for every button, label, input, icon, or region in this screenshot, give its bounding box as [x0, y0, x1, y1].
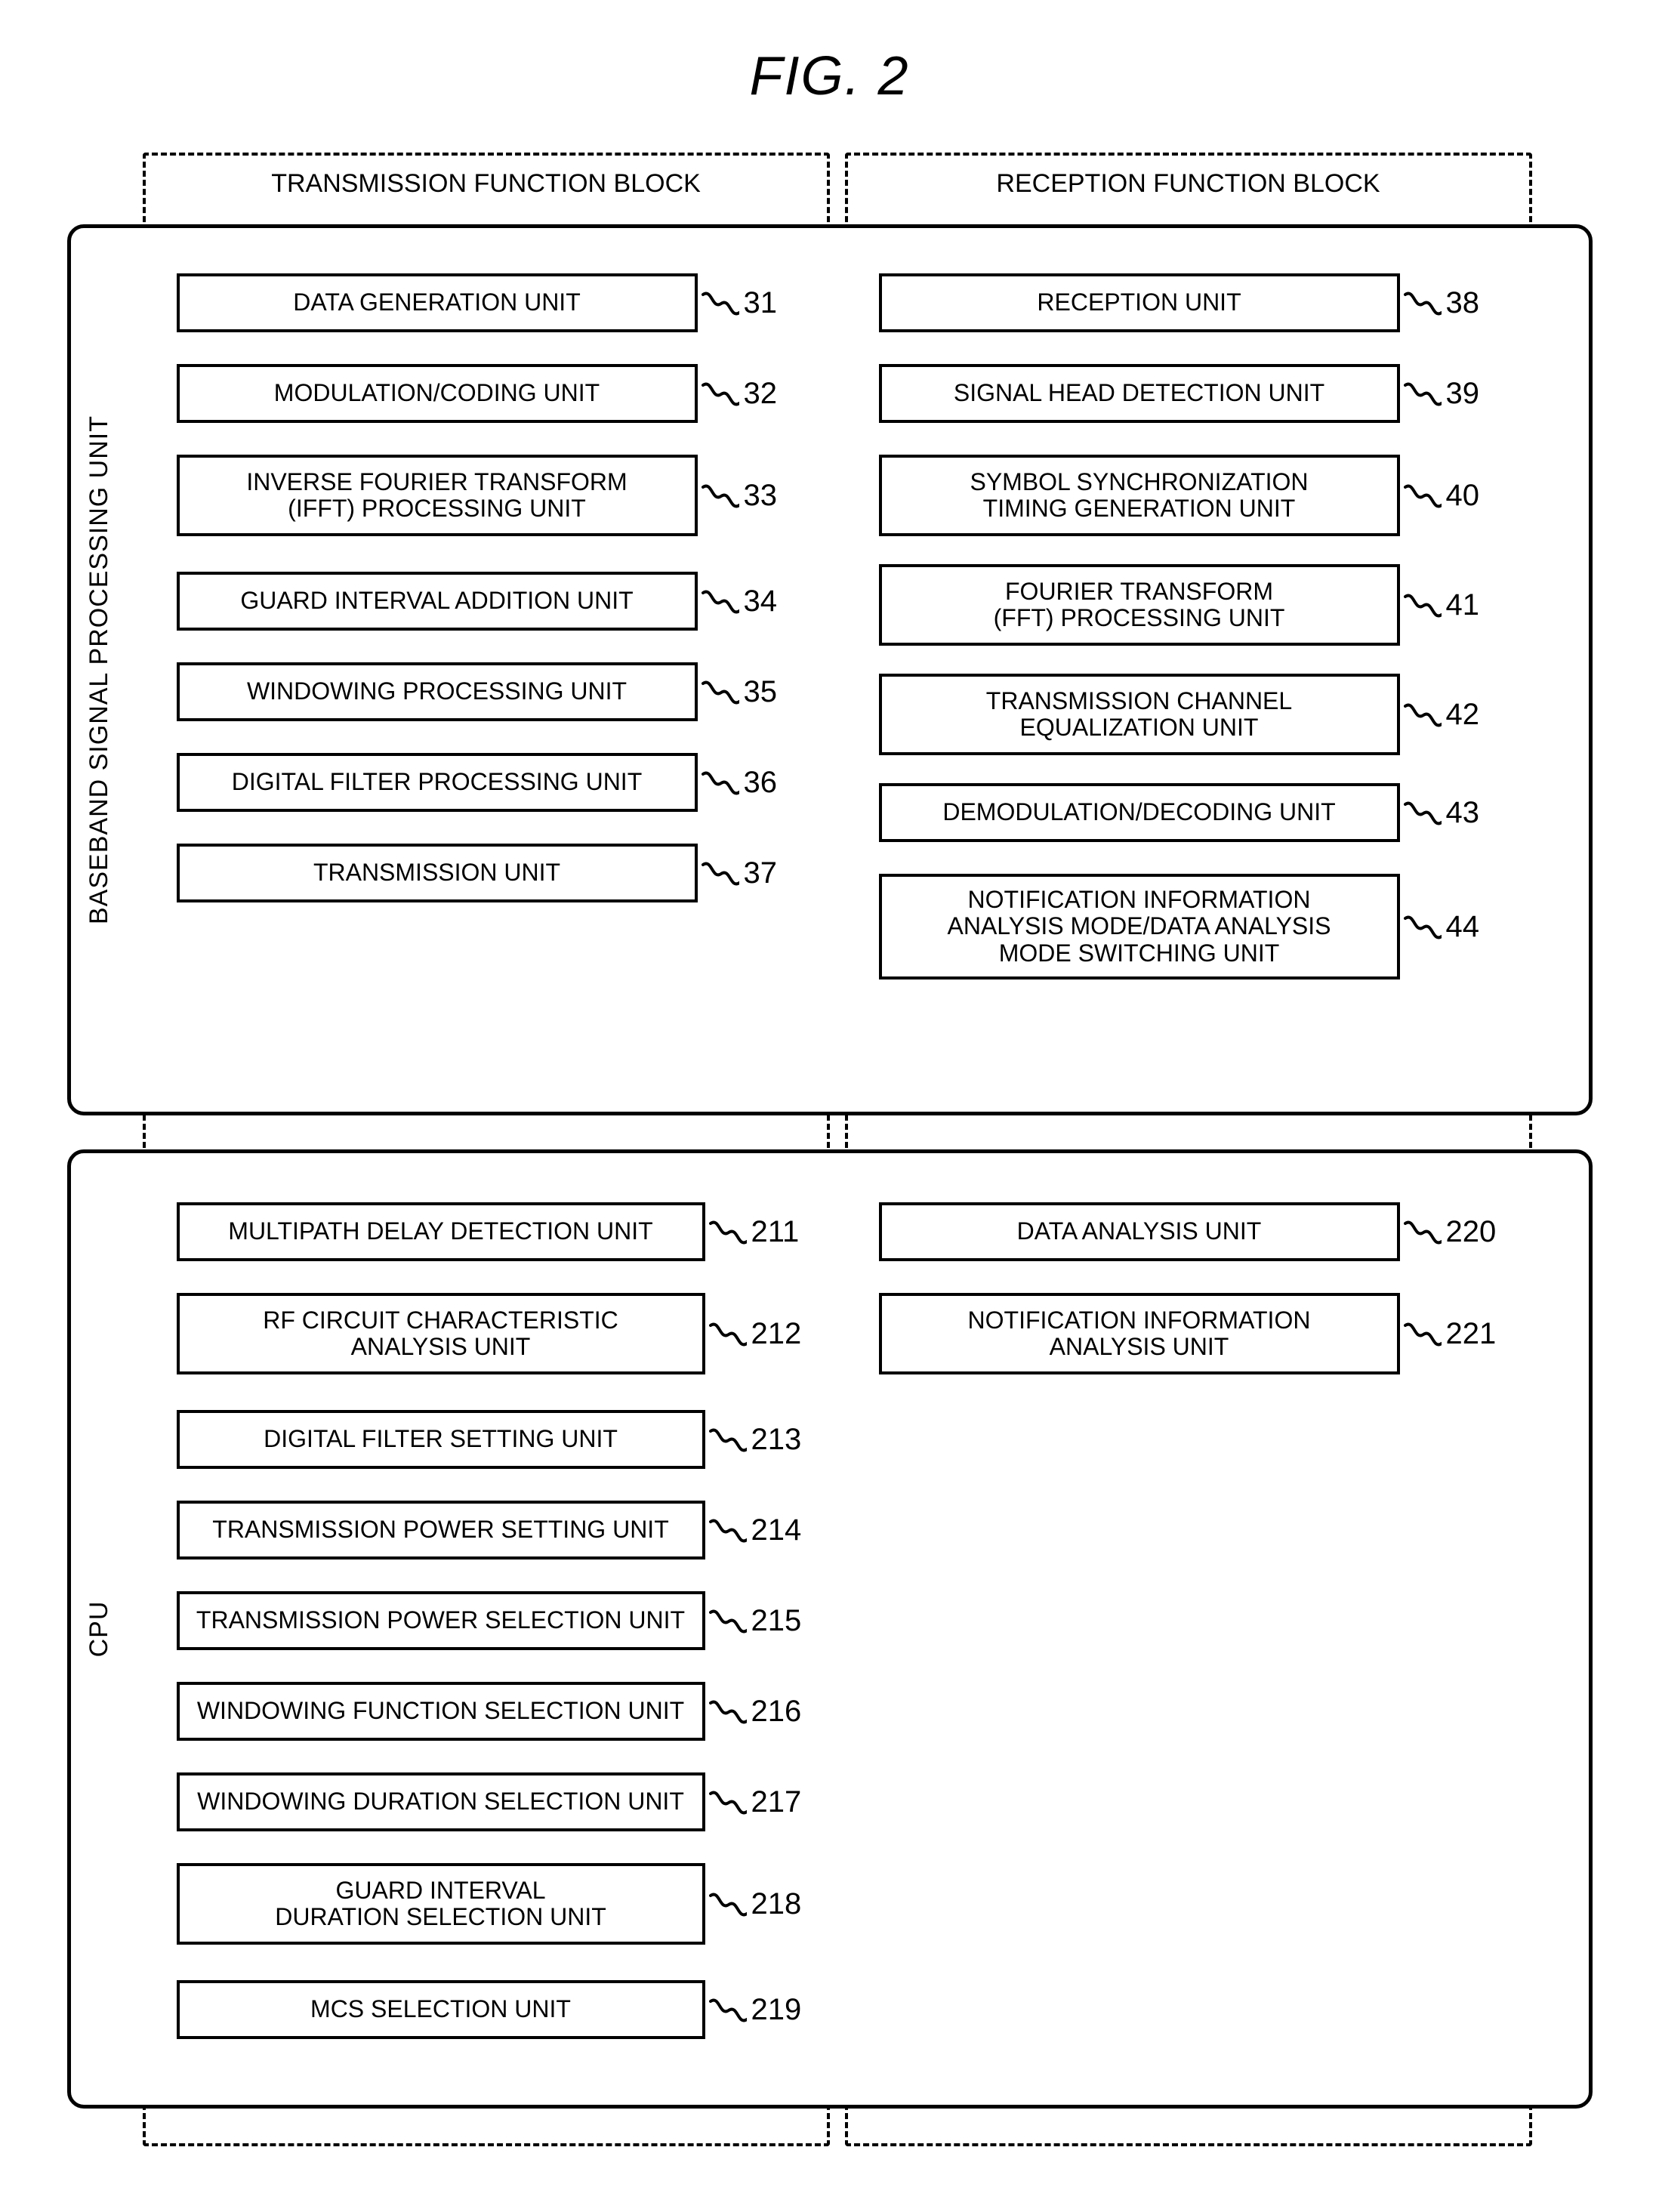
rx-bb-ref-3: 41: [1404, 588, 1480, 622]
tx-bb-unit-1: MODULATION/CODING UNIT: [177, 364, 698, 423]
rx-bb-unit-2: SYMBOL SYNCHRONIZATIONTIMING GENERATION …: [879, 455, 1400, 536]
tx-cpu-unit-3: TRANSMISSION POWER SETTING UNIT: [177, 1501, 705, 1560]
rx-bb-ref-2: 40: [1404, 479, 1480, 513]
tx-bb-ref-2: 33: [702, 479, 778, 513]
tx-cpu-unit-5: WINDOWING FUNCTION SELECTION UNIT: [177, 1682, 705, 1741]
rx-bb-ref-1: 39: [1404, 377, 1480, 411]
ref-number: 38: [1446, 286, 1480, 320]
rx_dashed-title: RECEPTION FUNCTION BLOCK: [996, 169, 1380, 199]
ref-number: 42: [1446, 698, 1480, 732]
ref-number: 213: [751, 1423, 802, 1457]
tx-bb-ref-1: 32: [702, 377, 778, 411]
rx-cpu-unit-1: NOTIFICATION INFORMATIONANALYSIS UNIT: [879, 1293, 1400, 1374]
ref-number: 214: [751, 1513, 802, 1547]
tx-cpu-ref-5: 216: [709, 1695, 802, 1729]
tx-bb-ref-6: 37: [702, 856, 778, 890]
rx-bb-ref-6: 44: [1404, 910, 1480, 944]
rx-bb-unit-0: RECEPTION UNIT: [879, 273, 1400, 332]
tx-bb-unit-5: DIGITAL FILTER PROCESSING UNIT: [177, 753, 698, 812]
ref-number: 37: [744, 856, 778, 890]
tx-cpu-ref-1: 212: [709, 1317, 802, 1351]
tx-bb-unit-3: GUARD INTERVAL ADDITION UNIT: [177, 572, 698, 631]
ref-number: 220: [1446, 1215, 1497, 1249]
tx-bb-unit-2: INVERSE FOURIER TRANSFORM(IFFT) PROCESSI…: [177, 455, 698, 536]
ref-number: 217: [751, 1785, 802, 1819]
ref-number: 31: [744, 286, 778, 320]
ref-number: 36: [744, 766, 778, 800]
ref-number: 221: [1446, 1317, 1497, 1351]
tx-cpu-ref-4: 215: [709, 1604, 802, 1638]
rx-bb-ref-0: 38: [1404, 286, 1480, 320]
ref-number: 44: [1446, 910, 1480, 944]
tx-bb-unit-4: WINDOWING PROCESSING UNIT: [177, 662, 698, 721]
tx_dashed-title: TRANSMISSION FUNCTION BLOCK: [271, 169, 701, 199]
tx-cpu-ref-8: 219: [709, 1993, 802, 2027]
tx-bb-unit-0: DATA GENERATION UNIT: [177, 273, 698, 332]
tx-cpu-unit-4: TRANSMISSION POWER SELECTION UNIT: [177, 1591, 705, 1650]
ref-number: 32: [744, 377, 778, 411]
ref-number: 216: [751, 1695, 802, 1729]
tx-bb-unit-6: TRANSMISSION UNIT: [177, 844, 698, 902]
ref-number: 41: [1446, 588, 1480, 622]
ref-number: 40: [1446, 479, 1480, 513]
rx-bb-unit-1: SIGNAL HEAD DETECTION UNIT: [879, 364, 1400, 423]
rx-bb-ref-4: 42: [1404, 698, 1480, 732]
ref-number: 219: [751, 1993, 802, 2027]
cpu-label: CPU: [85, 1601, 114, 1658]
tx-cpu-ref-7: 218: [709, 1887, 802, 1921]
tx-cpu-ref-6: 217: [709, 1785, 802, 1819]
ref-number: 215: [751, 1604, 802, 1638]
ref-number: 211: [751, 1215, 800, 1249]
tx-bb-ref-5: 36: [702, 766, 778, 800]
rx-bb-unit-3: FOURIER TRANSFORM(FFT) PROCESSING UNIT: [879, 564, 1400, 646]
tx-cpu-unit-8: MCS SELECTION UNIT: [177, 1980, 705, 2039]
rx-cpu-ref-0: 220: [1404, 1215, 1497, 1249]
ref-number: 212: [751, 1317, 802, 1351]
rx-bb-unit-4: TRANSMISSION CHANNELEQUALIZATION UNIT: [879, 674, 1400, 755]
ref-number: 43: [1446, 796, 1480, 830]
tx-cpu-ref-3: 214: [709, 1513, 802, 1547]
tx-cpu-ref-2: 213: [709, 1423, 802, 1457]
ref-number: 34: [744, 585, 778, 619]
tx-cpu-unit-1: RF CIRCUIT CHARACTERISTICANALYSIS UNIT: [177, 1293, 705, 1374]
figure-title: FIG. 2: [30, 45, 1629, 107]
tx-bb-ref-3: 34: [702, 585, 778, 619]
rx-bb-ref-5: 43: [1404, 796, 1480, 830]
diagram-root: TRANSMISSION FUNCTION BLOCK RECEPTION FUN…: [67, 153, 1593, 2161]
ref-number: 35: [744, 675, 778, 709]
tx-bb-ref-4: 35: [702, 675, 778, 709]
tx-cpu-unit-2: DIGITAL FILTER SETTING UNIT: [177, 1410, 705, 1469]
ref-number: 33: [744, 479, 778, 513]
tx-bb-ref-0: 31: [702, 286, 778, 320]
ref-number: 218: [751, 1887, 802, 1921]
tx-cpu-unit-0: MULTIPATH DELAY DETECTION UNIT: [177, 1202, 705, 1261]
rx-bb-unit-6: NOTIFICATION INFORMATIONANALYSIS MODE/DA…: [879, 874, 1400, 980]
rx-bb-unit-5: DEMODULATION/DECODING UNIT: [879, 783, 1400, 842]
tx-cpu-unit-7: GUARD INTERVALDURATION SELECTION UNIT: [177, 1863, 705, 1945]
rx-cpu-unit-0: DATA ANALYSIS UNIT: [879, 1202, 1400, 1261]
tx-cpu-ref-0: 211: [709, 1215, 800, 1249]
rx-cpu-ref-1: 221: [1404, 1317, 1497, 1351]
ref-number: 39: [1446, 377, 1480, 411]
tx-cpu-unit-6: WINDOWING DURATION SELECTION UNIT: [177, 1772, 705, 1831]
baseband-label: BASEBAND SIGNAL PROCESSING UNIT: [85, 415, 114, 924]
